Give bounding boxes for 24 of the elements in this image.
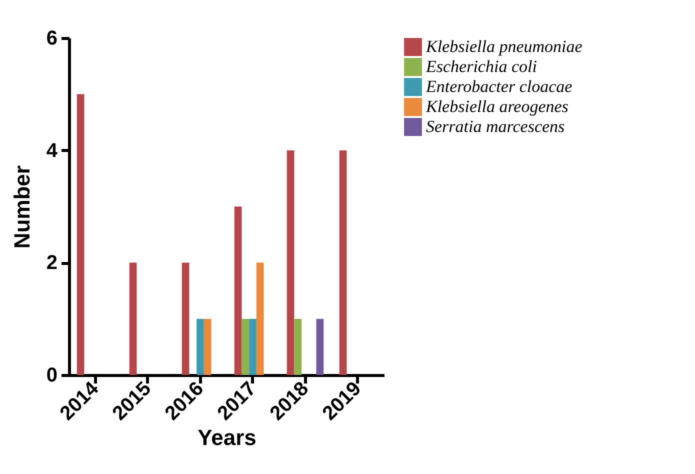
bar [204,318,212,375]
y-tick-label: 4 [46,140,58,162]
bar [294,318,302,375]
x-axis-title: Years [198,425,256,450]
y-tick-label: 0 [46,364,58,386]
bar [339,150,347,375]
bar [256,262,264,375]
bar [182,262,190,375]
bar [196,318,204,375]
bar [129,262,137,375]
bar [242,318,250,375]
bar [234,206,242,375]
bar [286,150,294,375]
legend-label: Klebsiella pneumoniae [425,37,583,56]
bar [76,94,84,375]
y-axis-title: Number [9,165,34,249]
bar [316,318,324,375]
y-tick-label: 2 [46,252,58,274]
legend-label: Enterobacter cloacae [425,77,573,96]
y-tick-label: 6 [46,28,58,50]
legend-label: Serratia marcescens [426,117,566,136]
legend-label: Escherichia coli [425,57,538,76]
bar [249,318,256,375]
legend-label: Klebsiella areogenes [425,97,569,116]
